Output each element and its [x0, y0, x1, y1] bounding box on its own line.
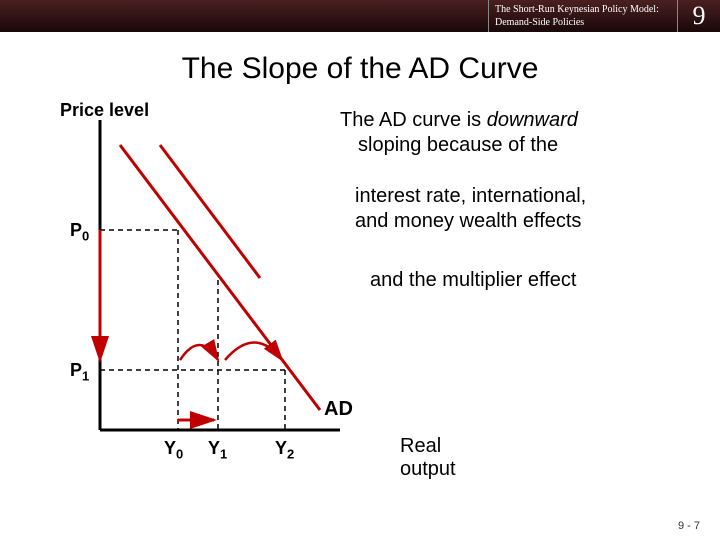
- y0-l: Y: [164, 438, 176, 458]
- x-axis-label: Realoutput: [400, 435, 456, 481]
- p1-l: P: [70, 360, 82, 380]
- label-y1: Y1: [208, 438, 227, 462]
- y2-l: Y: [275, 438, 287, 458]
- chart-svg: [60, 100, 360, 470]
- arrow-shift-2: [225, 343, 282, 361]
- slide-title: The Slope of the AD Curve: [0, 52, 720, 86]
- y1-s: 1: [220, 447, 227, 462]
- header-subtitle: The Short-Run Keynesian Policy Model: De…: [488, 0, 678, 32]
- label-y2: Y2: [275, 438, 294, 462]
- body-text-2: interest rate, international, and money …: [355, 184, 705, 234]
- body-text-1: The AD curve is downward sloping because…: [340, 108, 700, 158]
- t4: and money wealth effects: [355, 210, 581, 232]
- y1-l: Y: [208, 438, 220, 458]
- chart-area: Price level: [60, 100, 360, 470]
- label-p1: P1: [70, 360, 89, 384]
- p0-l: P: [70, 220, 82, 240]
- header-bar: The Short-Run Keynesian Policy Model: De…: [0, 0, 720, 32]
- t5: and the multiplier effect: [370, 269, 576, 291]
- label-p0: P0: [70, 220, 89, 244]
- p0-s: 0: [82, 229, 89, 244]
- t3: interest rate, international,: [355, 185, 586, 207]
- y0-s: 0: [176, 447, 183, 462]
- body-text-3: and the multiplier effect: [370, 268, 700, 293]
- arrow-shift-1: [180, 345, 218, 360]
- t1a: The AD curve is: [340, 109, 487, 131]
- slide-footer: 9 - 7: [678, 520, 700, 532]
- chapter-number: 9: [678, 0, 720, 32]
- y2-s: 2: [287, 447, 294, 462]
- p1-s: 1: [82, 369, 89, 384]
- label-y0: Y0: [164, 438, 183, 462]
- ad-shift-1: [160, 145, 260, 278]
- label-ad: AD: [324, 398, 353, 421]
- t2: sloping because of the: [340, 134, 558, 156]
- t1b: downward: [487, 109, 578, 131]
- header-gradient: [0, 0, 488, 32]
